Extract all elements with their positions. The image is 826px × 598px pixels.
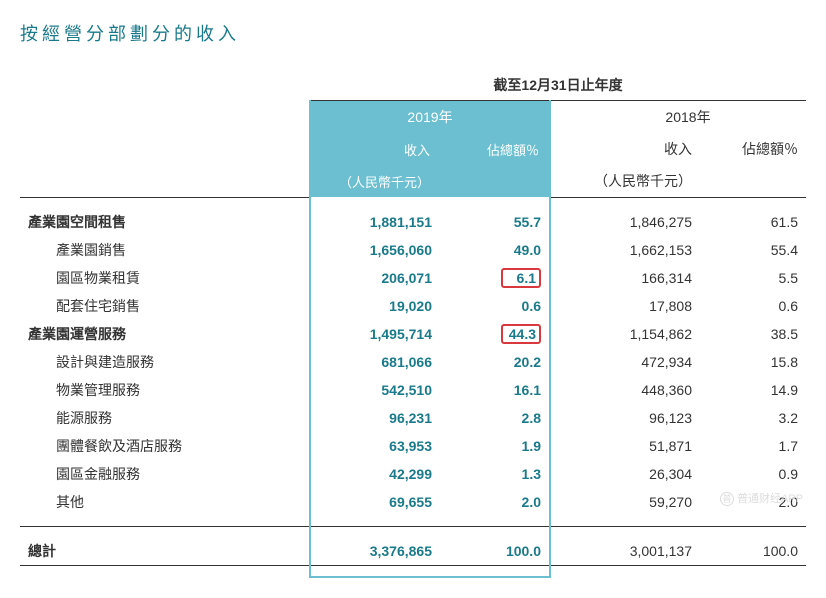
cell-2018-pct: 55.4	[700, 236, 806, 264]
cell-2019-revenue: 96,231	[310, 404, 440, 432]
cell-2018-pct: 3.2	[700, 404, 806, 432]
row-label: 配套住宅銷售	[20, 292, 310, 320]
row-label: 物業管理服務	[20, 376, 310, 404]
cell-2018-revenue: 448,360	[570, 376, 700, 404]
cell-2019-revenue: 69,655	[310, 488, 440, 516]
cell-2018-revenue: 17,808	[570, 292, 700, 320]
cell-2018-revenue: 1,846,275	[570, 208, 700, 236]
cell-2019-pct: 20.2	[440, 348, 550, 376]
watermark-icon: 普	[720, 492, 734, 506]
cell-2018-pct: 5.5	[700, 264, 806, 292]
col-header: 收入	[310, 133, 440, 165]
watermark-text: 普通财经APP	[737, 493, 803, 505]
cell-2018-pct: 61.5	[700, 208, 806, 236]
total-2018-pct: 100.0	[700, 537, 806, 566]
cell-2018-revenue: 26,304	[570, 460, 700, 488]
cell-2019-pct: 2.0	[440, 488, 550, 516]
total-2019-revenue: 3,376,865	[310, 537, 440, 566]
cell-2019-pct: 1.9	[440, 432, 550, 460]
cell-2019-pct: 0.6	[440, 292, 550, 320]
col-header: 佔總額％	[700, 133, 806, 165]
cell-2019-pct: 44.3	[440, 320, 550, 348]
highlight-box: 6.1	[501, 268, 541, 288]
cell-2019-revenue: 206,071	[310, 264, 440, 292]
revenue-table: 截至12月31日止年度 2019年 2018年 收入 佔總額％ 收入 佔總額％ …	[20, 71, 806, 578]
row-label: 團體餐飲及酒店服務	[20, 432, 310, 460]
cell-2018-revenue: 166,314	[570, 264, 700, 292]
cell-2019-revenue: 681,066	[310, 348, 440, 376]
cell-2018-pct: 1.7	[700, 432, 806, 460]
total-label: 總計	[20, 537, 310, 566]
row-label: 產業園運營服務	[20, 320, 310, 348]
cell-2018-revenue: 59,270	[570, 488, 700, 516]
cell-2018-pct: 15.8	[700, 348, 806, 376]
row-label: 產業園銷售	[20, 236, 310, 264]
col-header: 佔總額％	[440, 133, 550, 165]
total-2019-pct: 100.0	[440, 537, 550, 566]
year-2018-header: 2018年	[570, 101, 806, 134]
cell-2019-revenue: 63,953	[310, 432, 440, 460]
cell-2018-pct: 0.6	[700, 292, 806, 320]
cell-2018-revenue: 51,871	[570, 432, 700, 460]
watermark: 普 普通财经APP	[720, 490, 803, 506]
cell-2019-pct: 55.7	[440, 208, 550, 236]
cell-2019-pct: 49.0	[440, 236, 550, 264]
cell-2019-pct: 16.1	[440, 376, 550, 404]
cell-2018-pct: 0.9	[700, 460, 806, 488]
cell-2019-revenue: 542,510	[310, 376, 440, 404]
cell-2018-pct: 14.9	[700, 376, 806, 404]
cell-2018-revenue: 1,662,153	[570, 236, 700, 264]
row-label: 能源服務	[20, 404, 310, 432]
col-unit: （人民幣千元）	[570, 165, 700, 197]
section-title: 按經營分部劃分的收入	[20, 20, 806, 46]
row-label: 園區物業租賃	[20, 264, 310, 292]
cell-2019-revenue: 42,299	[310, 460, 440, 488]
highlight-box: 44.3	[501, 324, 541, 344]
cell-2019-pct: 2.8	[440, 404, 550, 432]
cell-2018-pct: 38.5	[700, 320, 806, 348]
cell-2018-revenue: 96,123	[570, 404, 700, 432]
cell-2019-revenue: 1,656,060	[310, 236, 440, 264]
row-label: 產業園空間租售	[20, 208, 310, 236]
col-header: 收入	[570, 133, 700, 165]
total-2018-revenue: 3,001,137	[570, 537, 700, 566]
period-header: 截至12月31日止年度	[310, 71, 806, 101]
cell-2018-revenue: 472,934	[570, 348, 700, 376]
year-2019-header: 2019年	[310, 101, 550, 134]
cell-2019-revenue: 1,495,714	[310, 320, 440, 348]
cell-2018-revenue: 1,154,862	[570, 320, 700, 348]
cell-2019-revenue: 19,020	[310, 292, 440, 320]
row-label: 其他	[20, 488, 310, 516]
cell-2019-pct: 6.1	[440, 264, 550, 292]
cell-2019-pct: 1.3	[440, 460, 550, 488]
row-label: 園區金融服務	[20, 460, 310, 488]
row-label: 設計與建造服務	[20, 348, 310, 376]
cell-2019-revenue: 1,881,151	[310, 208, 440, 236]
col-unit: （人民幣千元）	[310, 165, 440, 197]
